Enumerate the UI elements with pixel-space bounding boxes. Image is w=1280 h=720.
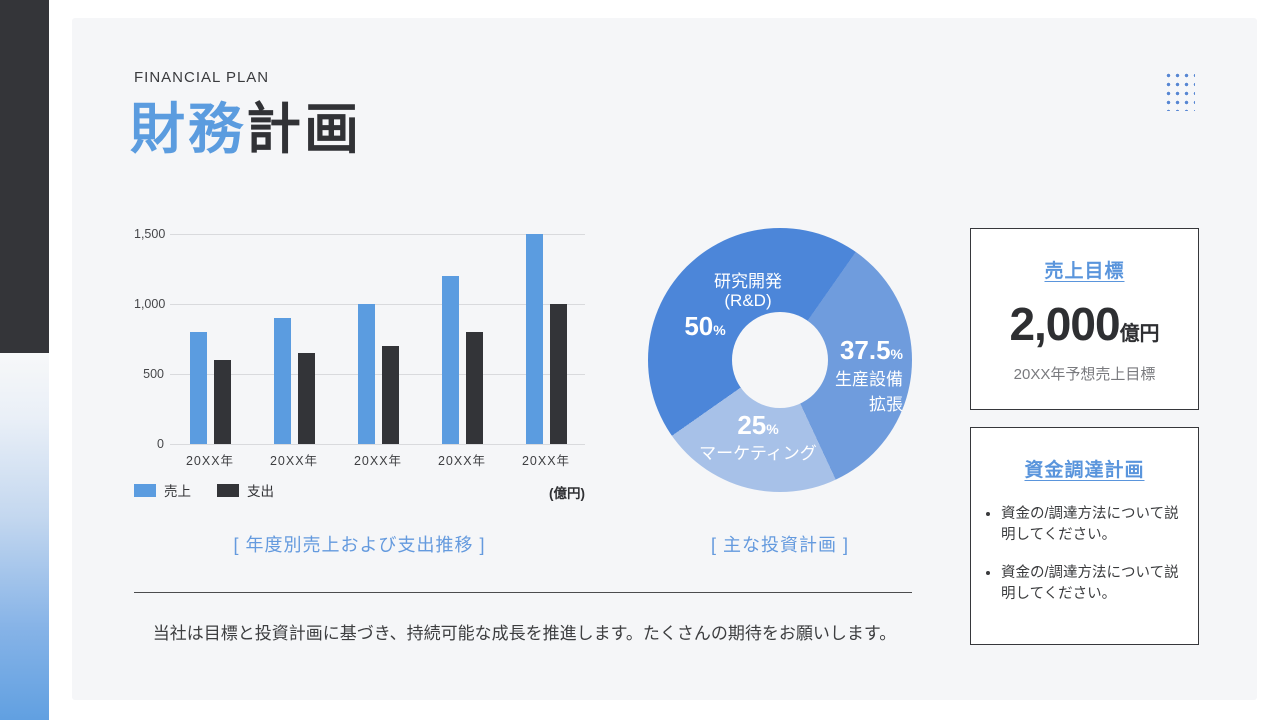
legend-expenses-label: 支出 [247,484,274,499]
bar-expenses [298,353,315,444]
eyebrow-label: FINANCIAL PLAN [134,69,270,86]
gridline [170,304,585,305]
footer-note: 当社は目標と投資計画に基づき、持続可能な成長を推進します。たくさんの期待をお願い… [152,624,897,643]
bar-expenses [550,304,567,444]
sales-target-subtitle: 20XX年予想売上目標 [1013,366,1156,383]
pie-label-production: 37.5% 生産設備 拡張 [835,335,903,414]
pie-chart: 研究開発 (R&D) 50% 37.5% 生産設備 拡張 25% マーケティング [648,228,912,492]
pie-value-rnd: 50% [684,311,726,341]
bar-chart-legend: 売上 支出 (億円) [134,480,585,501]
sales-swatch [134,483,156,497]
funding-bullet: 資金の/調達方法について説明してください。 [1001,563,1188,605]
gridline [170,444,585,445]
y-tick-label: 500 [143,367,164,381]
x-tick-label: 20XX年 [185,454,235,468]
legend-sales-label: 売上 [164,484,191,499]
y-tick-label: 0 [157,437,164,451]
funding-plan-box: 資金調達計画 資金の/調達方法について説明してください。 資金の/調達方法につい… [970,427,1199,645]
title-rest: 計画 [246,98,363,160]
x-tick-label: 20XX年 [437,454,487,468]
bar-expenses [382,346,399,444]
x-tick-label: 20XX年 [269,454,319,468]
bar-sales [190,332,207,444]
legend-item-sales: 売上 [134,480,191,500]
axis-unit-label: (億円) [549,486,585,501]
bar-expenses [214,360,231,444]
title-accent: 財務 [130,98,247,160]
sidebar-accent-gradient [0,353,49,720]
expenses-swatch [217,483,239,497]
bar-chart: 0 500 1,000 1,500 20XX年 20XX年 20XX年 20XX年 20XX年 [134,227,585,468]
pie-hole [732,312,828,408]
bar-sales [526,234,543,444]
bar-sales [274,318,291,444]
dots-decoration-icon [1164,71,1195,111]
x-tick-label: 20XX年 [521,454,571,468]
sales-target-heading: 売上目標 [1044,261,1125,282]
funding-bullet: 資金の/調達方法について説明してください。 [1001,504,1188,546]
bar-expenses [466,332,483,444]
funding-plan-heading: 資金調達計画 [1024,460,1145,481]
sales-target-box: 売上目標 2,000億円 20XX年予想売上目標 [970,228,1199,410]
bar-sales [442,276,459,444]
gridline [170,234,585,235]
legend-item-expenses: 支出 [217,480,274,500]
y-tick-label: 1,000 [134,297,166,311]
sidebar-accent-dark [0,0,49,353]
bar-sales [358,304,375,444]
bar-chart-caption: [ 年度別売上および支出推移 ] [233,535,486,555]
x-tick-label: 20XX年 [353,454,403,468]
sales-target-amount: 2,000億円 [1009,298,1160,350]
pie-chart-caption: [ 主な投資計画 ] [710,535,849,555]
gridline [170,374,585,375]
page-title: 財務計画 [130,98,362,161]
footer-divider [134,592,912,593]
pie-label-rnd: 研究開発 (R&D) [714,272,782,310]
funding-bullet-list: 資金の/調達方法について説明してください。 資金の/調達方法について説明してくだ… [979,504,1188,605]
y-tick-label: 1,500 [134,227,166,241]
pie-label-marketing: 25% マーケティング [699,410,817,463]
